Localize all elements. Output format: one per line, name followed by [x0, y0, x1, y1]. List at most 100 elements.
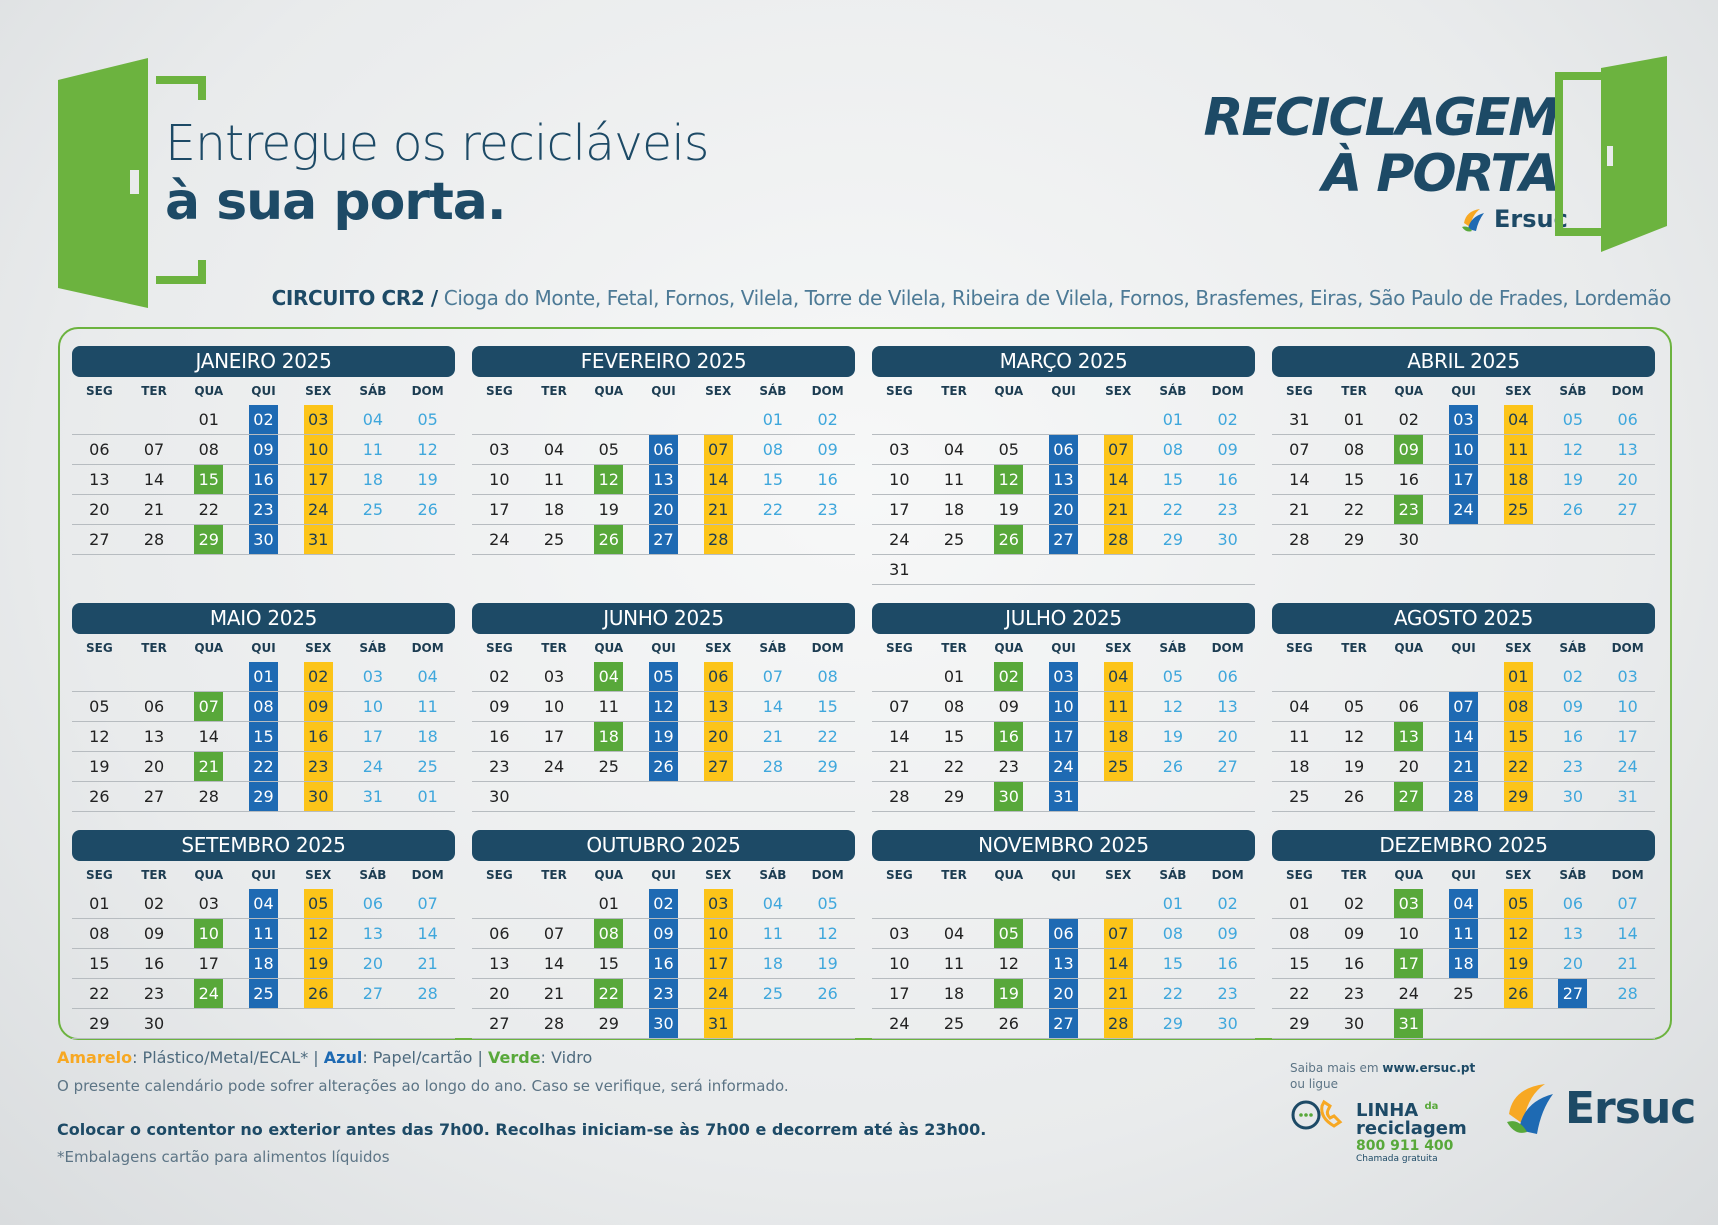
day-cell: 01 — [1272, 889, 1327, 918]
day-number: 06 — [1617, 410, 1638, 429]
day-number — [1213, 782, 1242, 811]
weekday-label: QUA — [994, 868, 1024, 882]
day-number: 14 — [198, 727, 219, 746]
day-number: 27 — [89, 530, 110, 549]
day-number: 07 — [1617, 894, 1638, 913]
day-number: 21 — [143, 500, 165, 519]
day-cell: 11 — [400, 692, 455, 721]
day-number — [1449, 662, 1478, 691]
day-number: 29 — [1162, 530, 1184, 549]
day-cell: 14 — [1272, 465, 1327, 494]
collection-day: 06 — [1036, 435, 1091, 464]
day-number: 07 — [703, 435, 733, 464]
day-number: 08 — [248, 692, 278, 721]
weekday-label: TER — [541, 641, 567, 655]
day-number: 25 — [762, 984, 784, 1003]
day-cell: 14 — [400, 919, 455, 948]
day-number: 06 — [489, 924, 510, 943]
month-title: SETEMBRO 2025 — [72, 830, 455, 861]
collection-day: 17 — [1436, 465, 1491, 494]
day-number: 30 — [1343, 1014, 1365, 1033]
day-number: 20 — [1048, 495, 1078, 524]
brand-company: Ersuc — [1460, 205, 1568, 233]
day-number: 04 — [1448, 889, 1478, 918]
day-cell: 21 — [527, 979, 582, 1008]
day-cell: 02 — [1200, 889, 1255, 927]
day-cell: 05 — [800, 889, 855, 927]
day-cell: 20 — [346, 949, 401, 978]
day-number: 28 — [762, 757, 784, 776]
day-cell: 13 — [346, 919, 401, 948]
day-number: 04 — [543, 440, 565, 459]
day-cell: 05 — [581, 435, 636, 464]
day-cell: 16 — [1327, 949, 1382, 978]
headline-line1: Entregue os recicláveis — [165, 115, 709, 172]
collection-day: 14 — [1091, 465, 1146, 494]
weekday-header: SEG TER QUA QUI SEX SÁB DOM — [72, 377, 455, 405]
ersuc-logo: Ersuc — [1505, 1080, 1696, 1136]
collection-day: 24 — [1036, 752, 1091, 781]
day-cell: 30 — [1327, 1009, 1382, 1047]
day-number: 15 — [1503, 722, 1533, 751]
collection-day: 06 — [1036, 919, 1091, 948]
day-number: 04 — [1103, 662, 1133, 691]
day-number: 16 — [489, 727, 510, 746]
day-number: 16 — [648, 949, 678, 978]
day-number: 21 — [1103, 979, 1133, 1008]
day-number: 22 — [1162, 500, 1184, 519]
day-cell: 01 — [746, 405, 801, 443]
day-number: 03 — [889, 440, 910, 459]
day-number: 21 — [889, 757, 910, 776]
hotline-number[interactable]: 800 911 400 — [1356, 1138, 1454, 1154]
day-cell: 03 — [527, 662, 582, 691]
weekday-label: QUI — [1051, 641, 1076, 655]
collection-day: 27 — [1546, 979, 1601, 1008]
weekday-label: SÁB — [759, 641, 787, 655]
weekday-label: SEG — [86, 641, 113, 655]
day-cell: 24 — [472, 525, 527, 563]
day-cell: 29 — [581, 1009, 636, 1047]
day-number: 30 — [1217, 1014, 1238, 1033]
website-link[interactable]: www.ersuc.pt — [1382, 1061, 1476, 1075]
week-row: 25 26 27 28 29 30 31 — [1272, 782, 1655, 812]
collection-day: 23 — [236, 495, 291, 524]
day-cell: 26 — [1546, 495, 1601, 524]
day-cell — [346, 1009, 401, 1047]
collection-day: 30 — [291, 782, 346, 811]
day-number: 02 — [1217, 410, 1238, 429]
day-cell: 23 — [1327, 979, 1382, 1008]
day-number: 25 — [543, 530, 565, 549]
day-number — [1213, 555, 1242, 584]
collection-day: 04 — [1091, 662, 1146, 700]
legend-yellow-label: Amarelo — [57, 1048, 133, 1067]
day-number: 15 — [194, 465, 224, 494]
day-number: 14 — [889, 727, 910, 746]
day-number: 13 — [143, 727, 165, 746]
week-row: 06 07 08 09 10 11 12 — [472, 919, 855, 949]
day-cell: 02 — [1546, 662, 1601, 700]
day-cell: 22 — [181, 495, 236, 524]
weekday-label: QUA — [1394, 384, 1424, 398]
day-number: 01 — [598, 894, 619, 913]
day-cell: 20 — [1381, 752, 1436, 781]
day-cell: 04 — [400, 662, 455, 700]
week-row: 17 18 19 20 21 22 23 — [872, 495, 1255, 525]
day-number: 21 — [703, 495, 733, 524]
weekday-label: SEX — [705, 868, 732, 882]
collection-day: 23 — [1381, 495, 1436, 524]
collection-day: 28 — [691, 525, 746, 563]
day-number: 14 — [762, 697, 784, 716]
day-number: 15 — [1289, 954, 1310, 973]
day-number: 15 — [943, 727, 965, 746]
day-number: 16 — [1217, 470, 1238, 489]
day-number: 24 — [889, 530, 910, 549]
week-row: 01 02 — [872, 405, 1255, 435]
collection-day: 05 — [1491, 889, 1546, 918]
day-number: 11 — [543, 470, 565, 489]
door-open-icon — [1555, 56, 1667, 252]
day-cell: 25 — [527, 525, 582, 563]
day-cell: 24 — [346, 752, 401, 781]
day-number: 24 — [1617, 757, 1638, 776]
day-cell: 13 — [1546, 919, 1601, 948]
collection-day: 03 — [1436, 405, 1491, 434]
